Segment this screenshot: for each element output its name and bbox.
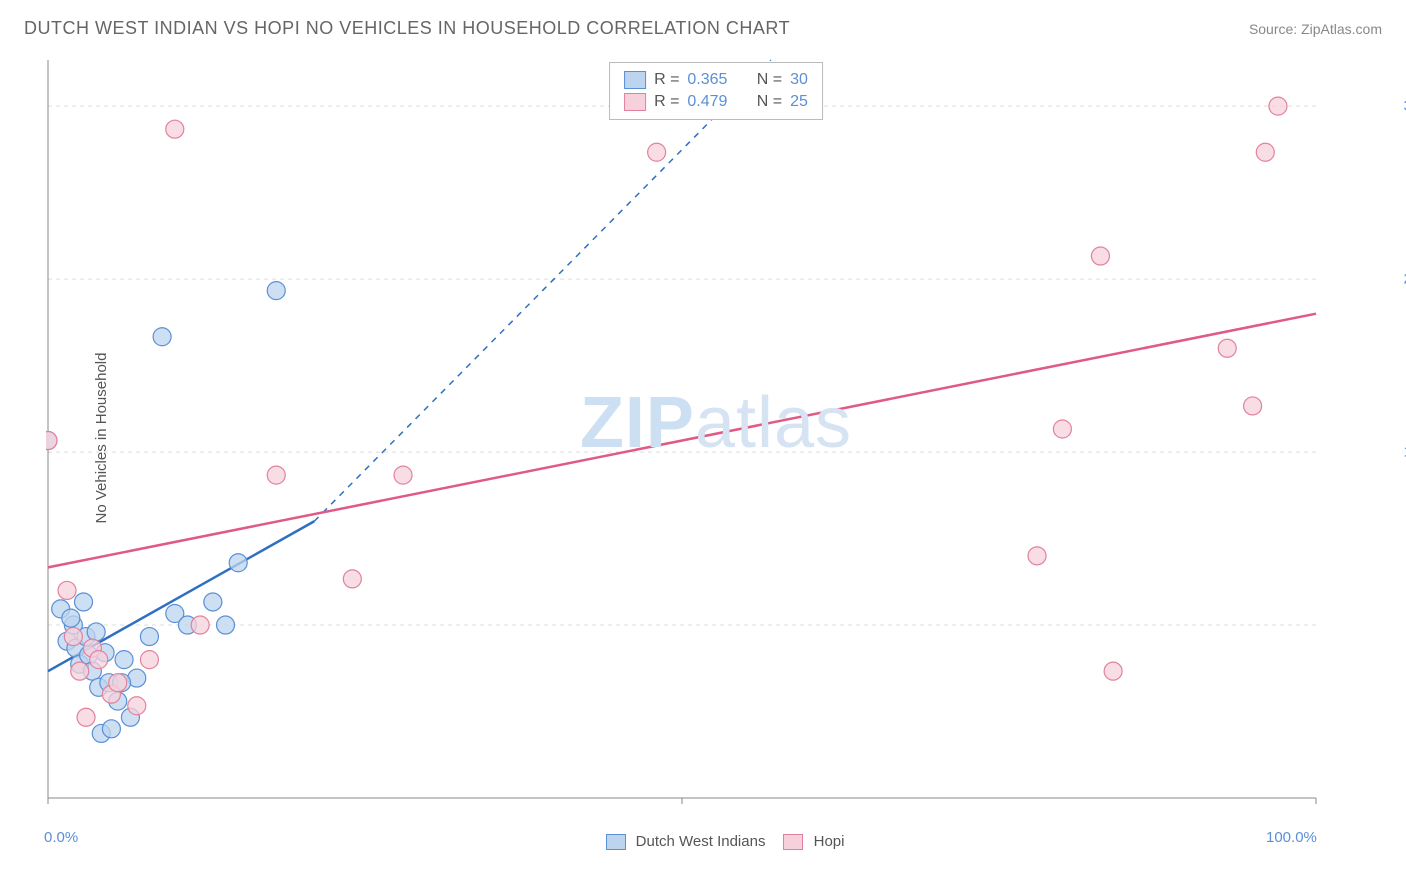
r-label: R =: [654, 93, 679, 111]
stats-legend: R = 0.365 N = 30 R = 0.479 N = 25: [609, 62, 823, 120]
r-value: 0.365: [687, 71, 727, 89]
series-legend: Dutch West Indians Hopi: [46, 833, 1386, 850]
source-label: Source: ZipAtlas.com: [1249, 21, 1382, 37]
legend-swatch: [624, 93, 646, 111]
x-tick-label: 0.0%: [44, 829, 78, 846]
n-value: 25: [790, 93, 808, 111]
legend-label: Dutch West Indians: [632, 833, 766, 850]
chart-title: DUTCH WEST INDIAN VS HOPI NO VEHICLES IN…: [24, 18, 790, 39]
stats-row: R = 0.365 N = 30: [624, 69, 808, 91]
legend-label: Hopi: [809, 833, 844, 850]
r-label: R =: [654, 71, 679, 89]
stats-row: R = 0.479 N = 25: [624, 91, 808, 113]
n-label: N =: [757, 71, 782, 89]
n-value: 30: [790, 71, 808, 89]
legend-swatch: [624, 71, 646, 89]
legend-swatch: [606, 834, 626, 850]
legend-swatch: [783, 834, 803, 850]
chart-area: No Vehicles in Household ZIPatlas R = 0.…: [46, 58, 1386, 818]
r-value: 0.479: [687, 93, 727, 111]
scatter-plot: [46, 58, 1386, 818]
x-tick-label: 100.0%: [1266, 829, 1317, 846]
n-label: N =: [757, 93, 782, 111]
